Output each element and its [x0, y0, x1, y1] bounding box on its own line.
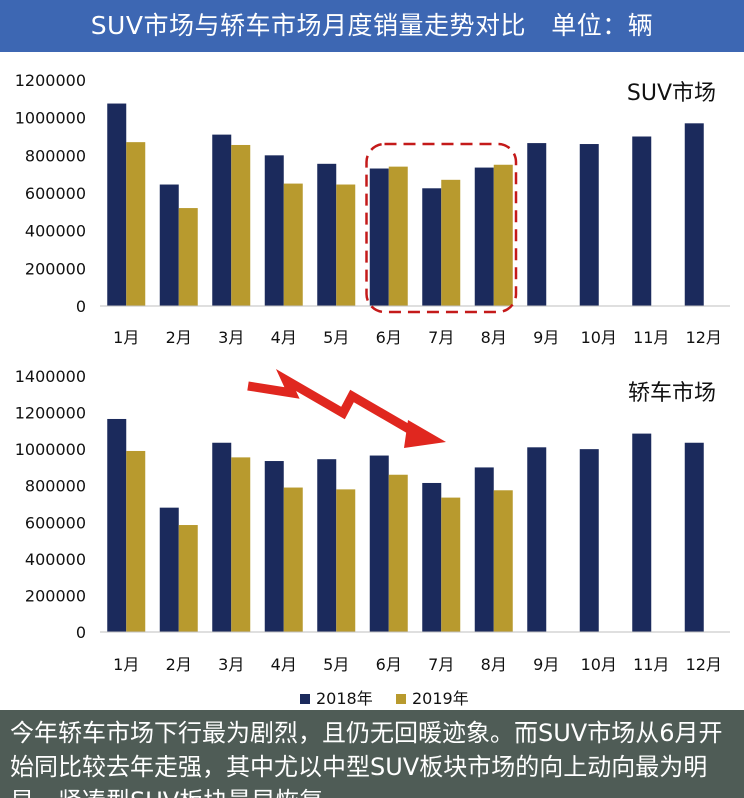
sedan-bar-2019 [493, 490, 513, 632]
sedan-ytick-label: 200000 [25, 586, 86, 605]
sedan-category-label: 1月 [113, 655, 139, 674]
charts-canvas: 0 200000 400000 600000 800000 1000000 1200000 S… [15, 71, 730, 708]
suv-bar-2019 [178, 208, 198, 306]
sedan-bar-2018 [159, 507, 179, 632]
suv-bar-2018 [317, 163, 337, 306]
suv-ytick-label: 600000 [25, 184, 86, 203]
sedan-bar-2018 [527, 447, 547, 632]
suv-bar-2018 [632, 136, 652, 306]
sedan-category-label: 4月 [271, 655, 297, 674]
suv-bar-2019 [283, 183, 303, 306]
suv-bar-2018 [474, 167, 494, 306]
sedan-bar-2018 [422, 482, 442, 632]
legend-swatch-0 [300, 694, 310, 704]
suv-category-label: 10月 [581, 328, 617, 347]
sedan-category-label: 5月 [323, 655, 349, 674]
legend-label-1: 2019年 [412, 689, 469, 708]
suv-category-label: 7月 [428, 328, 454, 347]
sedan-category-label: 8月 [481, 655, 507, 674]
sedan-category-label: 9月 [533, 655, 559, 674]
suv-bar-2019 [231, 144, 251, 306]
suv-category-label: 3月 [218, 328, 244, 347]
suv-chart: 0 200000 400000 600000 800000 1000000 1200000 S… [15, 71, 730, 347]
suv-bar-2019 [493, 164, 513, 306]
sedan-category-label: 3月 [218, 655, 244, 674]
sedan-category-label: 11月 [633, 655, 669, 674]
suv-category-label: 11月 [633, 328, 669, 347]
legend-label-0: 2018年 [316, 689, 373, 708]
sedan-trend-arrow-body [247, 368, 417, 436]
sedan-category-label: 6月 [376, 655, 402, 674]
sedan-ytick-label: 600000 [25, 513, 86, 532]
sedan-bar-2019 [388, 474, 408, 632]
suv-bar-2019 [126, 142, 146, 306]
sedan-chart-label: 轿车市场 [628, 381, 716, 406]
sedan-bar-2018 [632, 433, 652, 632]
suv-bar-2018 [422, 188, 442, 306]
suv-category-label: 12月 [686, 328, 722, 347]
charts-area: 0 200000 400000 600000 800000 1000000 1200000 S… [0, 52, 744, 710]
suv-category-label: 9月 [533, 328, 559, 347]
sedan-bar-2019 [178, 525, 198, 632]
suv-bar-2018 [579, 144, 599, 306]
sedan-ytick-label: 0 [76, 623, 86, 642]
suv-ytick-label: 0 [76, 297, 86, 316]
suv-bar-2018 [264, 155, 284, 306]
suv-bar-2018 [684, 123, 704, 306]
suv-bar-2019 [388, 166, 408, 306]
suv-bar-2019 [441, 179, 461, 306]
header-bar: SUV市场与轿车市场月度销量走势对比 单位：辆 [0, 0, 744, 52]
sedan-bar-2019 [283, 487, 303, 632]
suv-ytick-label: 1000000 [15, 109, 86, 128]
suv-bar-2018 [212, 134, 232, 306]
footer-note: 今年轿车市场下行最为剧烈，且仍无回暖迹象。而SUV市场从6月开始同比较去年走强，… [0, 710, 744, 798]
suv-category-label: 2月 [166, 328, 192, 347]
sedan-category-label: 10月 [581, 655, 617, 674]
sedan-category-label: 12月 [686, 655, 722, 674]
suv-bar-2018 [527, 143, 547, 306]
suv-ytick-label: 800000 [25, 146, 86, 165]
sedan-bar-2018 [579, 449, 599, 632]
suv-category-label: 1月 [113, 328, 139, 347]
sedan-bar-2019 [126, 450, 146, 632]
suv-bar-2019 [336, 184, 356, 306]
sedan-trend-arrow-head [404, 420, 446, 448]
sedan-category-label: 7月 [428, 655, 454, 674]
sedan-ytick-label: 1000000 [15, 440, 86, 459]
page-title: SUV市场与轿车市场月度销量走势对比 单位：辆 [90, 11, 654, 40]
suv-ytick-label: 200000 [25, 259, 86, 278]
suv-bar-2018 [159, 184, 179, 306]
suv-chart-label: SUV市场 [627, 81, 716, 106]
legend: 2018年 2019年 [300, 689, 469, 708]
footer-text: 今年轿车市场下行最为剧烈，且仍无回暖迹象。而SUV市场从6月开始同比较去年走强，… [10, 719, 723, 798]
sedan-bar-2019 [336, 489, 356, 632]
suv-category-label: 4月 [271, 328, 297, 347]
sedan-bar-2018 [264, 461, 284, 632]
sedan-bar-2018 [107, 418, 127, 632]
suv-category-label: 6月 [376, 328, 402, 347]
sedan-ytick-label: 400000 [25, 550, 86, 569]
sedan-chart: 0 200000 400000 600000 800000 1000000 1200000 1… [15, 367, 730, 674]
sedan-ytick-label: 1400000 [15, 367, 86, 386]
sedan-category-label: 2月 [166, 655, 192, 674]
sedan-bar-2019 [231, 457, 251, 632]
suv-ytick-label: 400000 [25, 222, 86, 241]
sedan-ytick-label: 800000 [25, 477, 86, 496]
sedan-bar-2018 [317, 459, 337, 632]
sedan-ytick-label: 1200000 [15, 404, 86, 423]
sedan-bar-2018 [684, 442, 704, 632]
legend-swatch-1 [396, 694, 406, 704]
sedan-bar-2018 [369, 455, 389, 632]
suv-category-label: 5月 [323, 328, 349, 347]
suv-bar-2018 [107, 103, 127, 307]
sedan-bar-2018 [474, 467, 494, 632]
suv-bar-2018 [369, 168, 389, 306]
sedan-bar-2019 [441, 497, 461, 632]
sedan-bar-2018 [212, 442, 232, 632]
suv-ytick-label: 1200000 [15, 71, 86, 90]
suv-category-label: 8月 [481, 328, 507, 347]
